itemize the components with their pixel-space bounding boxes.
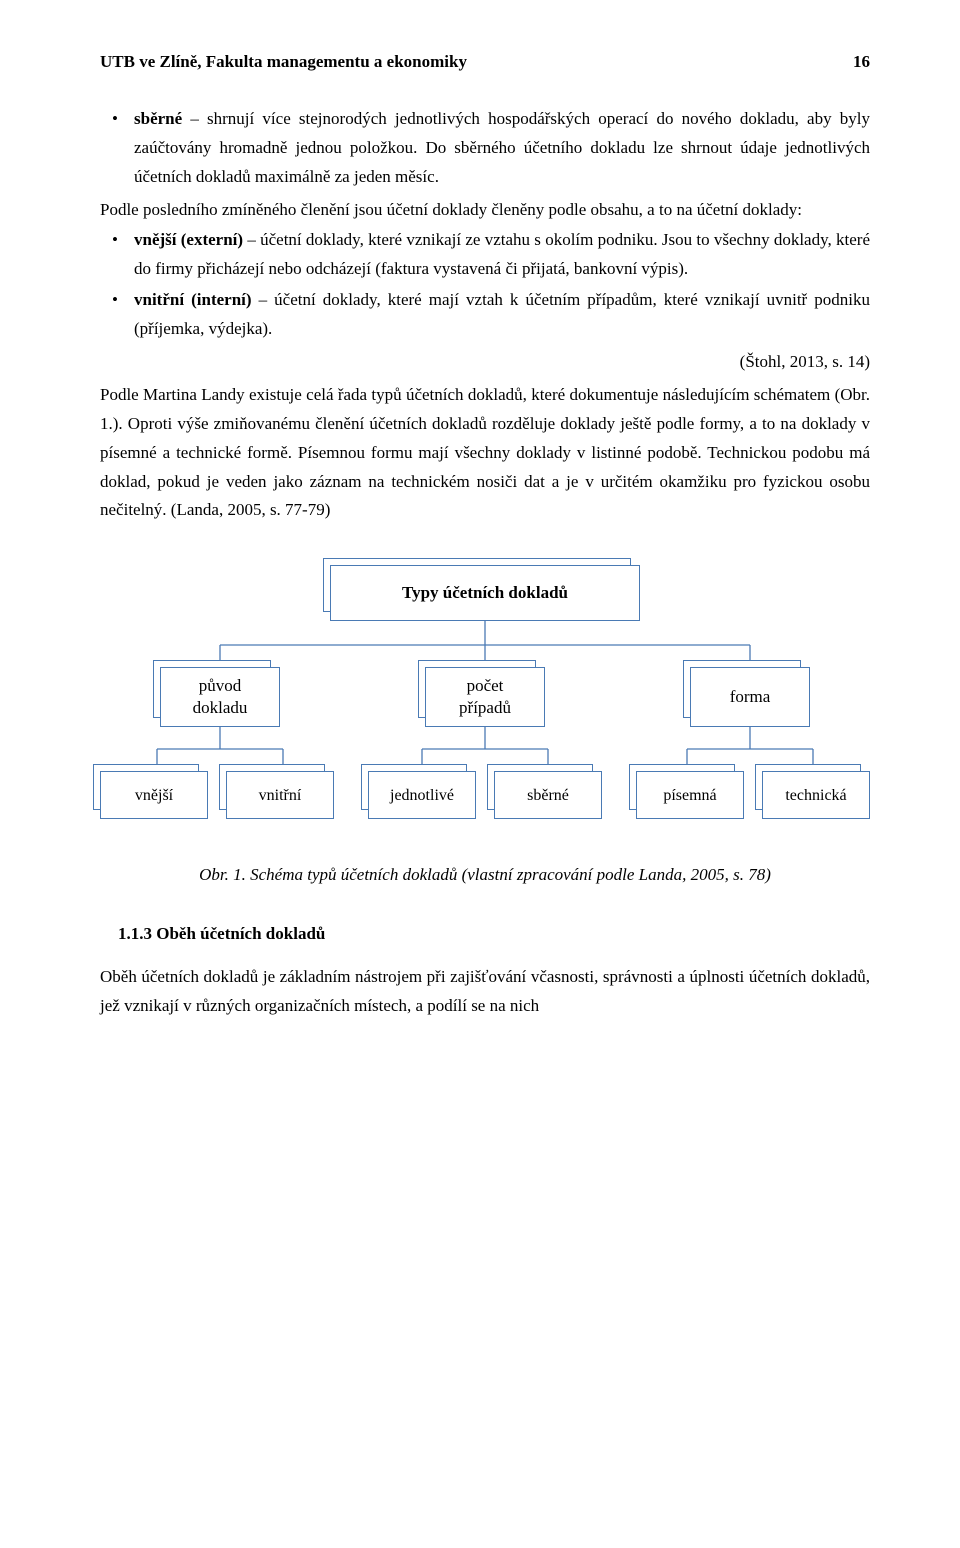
- node-label: původ dokladu: [193, 675, 248, 719]
- list-item: vnější (externí) – účetní doklady, které…: [134, 226, 870, 284]
- diagram-mid-node: počet případů: [425, 667, 545, 727]
- bullet-list-middle: vnější (externí) – účetní doklady, které…: [100, 226, 870, 344]
- node-label: technická: [785, 782, 846, 809]
- citation: (Štohl, 2013, s. 14): [100, 348, 870, 377]
- diagram-root-node: Typy účetních dokladů: [330, 565, 640, 621]
- header-page-number: 16: [853, 48, 870, 77]
- diagram-leaf-node: vnější: [100, 771, 208, 819]
- node-label: sběrné: [527, 782, 569, 809]
- diagram-mid-node: původ dokladu: [160, 667, 280, 727]
- page-header: UTB ve Zlíně, Fakulta managementu a ekon…: [100, 48, 870, 77]
- diagram-level-1: Typy účetních dokladů: [100, 565, 870, 621]
- diagram-leaf-node: technická: [762, 771, 870, 819]
- bullet-text: – shrnují více stejnorodých jednotlivých…: [134, 109, 870, 186]
- header-left: UTB ve Zlíně, Fakulta managementu a ekon…: [100, 48, 467, 77]
- diagram-mid-node: forma: [690, 667, 810, 727]
- bullet-text: – účetní doklady, které vznikají ze vzta…: [134, 230, 870, 278]
- section-heading: 1.1.3 Oběh účetních dokladů: [100, 920, 870, 949]
- bullet-bold: vnější (externí): [134, 230, 243, 249]
- paragraph: Podle Martina Landy existuje celá řada t…: [100, 381, 870, 525]
- diagram-leaf-node: jednotlivé: [368, 771, 476, 819]
- paragraph: Podle posledního zmíněného členění jsou …: [100, 196, 870, 225]
- node-label: vnitřní: [259, 782, 302, 809]
- bullet-list-top: sběrné – shrnují více stejnorodých jedno…: [100, 105, 870, 192]
- node-label: forma: [730, 686, 771, 708]
- paragraph: Oběh účetních dokladů je základním nástr…: [100, 963, 870, 1021]
- node-label: písemná: [663, 782, 716, 809]
- bullet-bold: vnitřní (interní): [134, 290, 252, 309]
- diagram-leaf-node: sběrné: [494, 771, 602, 819]
- node-label: jednotlivé: [390, 782, 454, 809]
- list-item: vnitřní (interní) – účetní doklady, kter…: [134, 286, 870, 344]
- leaf-group: jednotlivé sběrné: [368, 771, 602, 819]
- diagram-leaf-node: vnitřní: [226, 771, 334, 819]
- bullet-bold: sběrné: [134, 109, 182, 128]
- node-label: počet případů: [459, 675, 511, 719]
- node-label: Typy účetních dokladů: [402, 579, 568, 608]
- node-label: vnější: [135, 782, 173, 809]
- diagram-leaf-node: písemná: [636, 771, 744, 819]
- leaf-group: vnější vnitřní: [100, 771, 334, 819]
- diagram-level-3: vnější vnitřní jednotlivé sběrné písemná: [100, 771, 870, 819]
- leaf-group: písemná technická: [636, 771, 870, 819]
- list-item: sběrné – shrnují více stejnorodých jedno…: [134, 105, 870, 192]
- diagram-level-2: původ dokladu počet případů forma: [160, 667, 810, 727]
- figure-caption: Obr. 1. Schéma typů účetních dokladů (vl…: [100, 861, 870, 890]
- org-chart-diagram: Typy účetních dokladů původ dokladu poče…: [100, 565, 870, 825]
